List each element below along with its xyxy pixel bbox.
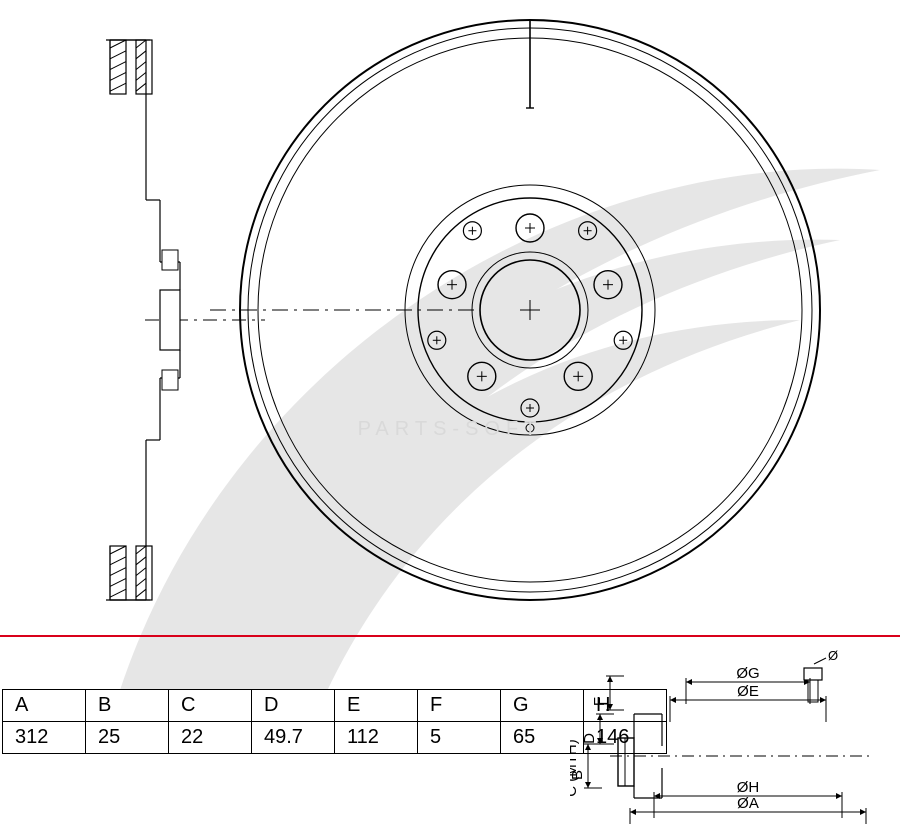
svg-text:F: F [591,697,608,706]
spec-val-e: 112 [335,722,418,754]
spec-col-f: F [418,690,501,722]
spec-val-f: 5 [418,722,501,754]
page-root: PARTS-SOFT ABCDEFGH312252249.7112565146 … [0,0,900,824]
svg-text:C (MTH): C (MTH) [570,739,580,796]
spec-col-d: D [252,690,335,722]
spec-val-c: 22 [169,722,252,754]
watermark-text: PARTS-SOFT [0,418,900,441]
svg-text:ØA: ØA [737,795,759,812]
spec-val-b: 25 [86,722,169,754]
divider-rule [0,635,900,637]
spec-col-a: A [3,690,86,722]
svg-text:ØE: ØE [737,683,759,700]
svg-text:D: D [581,733,598,744]
spec-val-a: 312 [3,722,86,754]
svg-text:ØG: ØG [736,665,759,682]
spec-val-d: 49.7 [252,722,335,754]
spec-col-b: B [86,690,169,722]
dimension-schematic: ØGØEØHØAFDBC (MTH)Ø [570,648,890,824]
disc-face [210,0,850,620]
spec-col-e: E [335,690,418,722]
spec-col-c: C [169,690,252,722]
svg-text:ØH: ØH [737,779,760,796]
svg-text:Ø: Ø [828,648,838,663]
spec-table: ABCDEFGH312252249.7112565146 [2,689,667,754]
